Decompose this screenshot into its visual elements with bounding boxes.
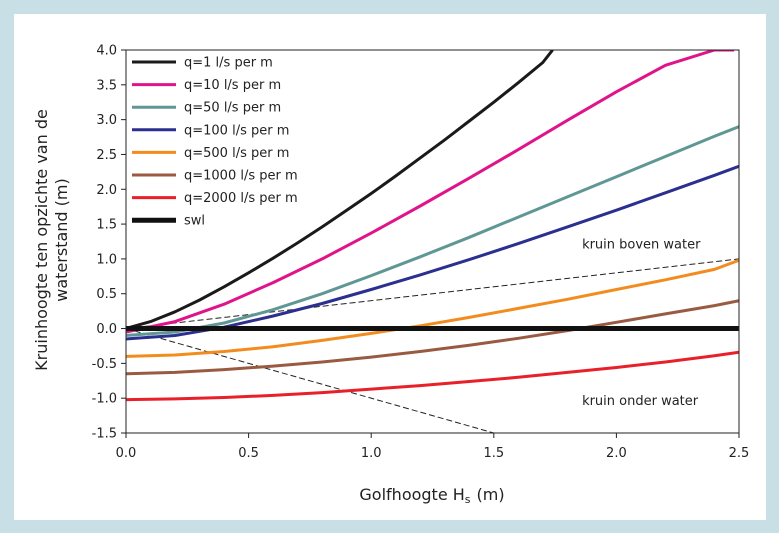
series-line-5 [126, 299, 739, 376]
y-tick-label: 0.5 [96, 287, 117, 302]
y-tick-label: 1.0 [96, 252, 117, 267]
y-tick-label: 4.0 [96, 44, 117, 59]
legend-entry: q=2000 l/s per m [184, 191, 298, 206]
x-tick-label: 1.5 [483, 446, 504, 461]
x-axis-label-unit: (m) [477, 485, 505, 504]
x-tick-label: 2.5 [729, 446, 750, 461]
legend-entry: q=1 l/s per m [184, 56, 273, 71]
series-line-4 [126, 258, 739, 358]
plot-area [125, 49, 740, 434]
series-line-1 [126, 50, 735, 334]
y-tick-label: 3.5 [96, 78, 117, 93]
annotation-label: kruin boven water [582, 237, 701, 252]
legend-entry: q=50 l/s per m [184, 101, 281, 116]
y-axis-label-line2: waterstand (m) [52, 178, 71, 301]
y-tick-label: 0.0 [96, 322, 117, 337]
x-axis-label: Golfhoogte Hs (m) [359, 485, 504, 506]
guide-line [126, 328, 494, 433]
x-tick-label: 0.0 [116, 446, 137, 461]
x-tick-label: 0.5 [238, 446, 259, 461]
x-axis-label-main: Golfhoogte H [359, 485, 464, 504]
series-line-2 [126, 125, 739, 337]
y-tick-label: 1.5 [96, 218, 117, 233]
legend-entry: q=1000 l/s per m [184, 169, 298, 184]
guide-line [126, 258, 739, 330]
x-axis-label-sub: s [465, 493, 471, 506]
legend-entry: swl [184, 214, 205, 229]
legend-entry: q=500 l/s per m [184, 146, 289, 161]
series-line-0 [126, 50, 554, 330]
series-line-3 [126, 164, 739, 341]
y-tick-label: 2.5 [96, 148, 117, 163]
y-axis-label-line1: Kruinhoogte ten opzichte van de [32, 109, 51, 371]
chart-panel: 4.0 3.5 3.0 2.5 2.0 1.5 1.0 0.5 0.0 -0.5 -1.0 -1.5 0… [14, 14, 766, 520]
legend-entry: q=10 l/s per m [184, 78, 281, 93]
x-tick-label: 1.0 [361, 446, 382, 461]
y-tick-label: 3.0 [96, 113, 117, 128]
legend-entry: q=100 l/s per m [184, 123, 289, 138]
annotation-label: kruin onder water [582, 394, 699, 409]
x-tick-label: 2.0 [606, 446, 627, 461]
series-line-6 [126, 350, 739, 402]
chart: 4.0 3.5 3.0 2.5 2.0 1.5 1.0 0.5 0.0 -0.5 -1.0 -1.5 0… [32, 44, 750, 507]
y-tick-label: -1.5 [92, 427, 117, 442]
y-tick-label: 2.0 [96, 183, 117, 198]
y-tick-label: -1.0 [92, 392, 117, 407]
y-tick-label: -0.5 [92, 357, 117, 372]
